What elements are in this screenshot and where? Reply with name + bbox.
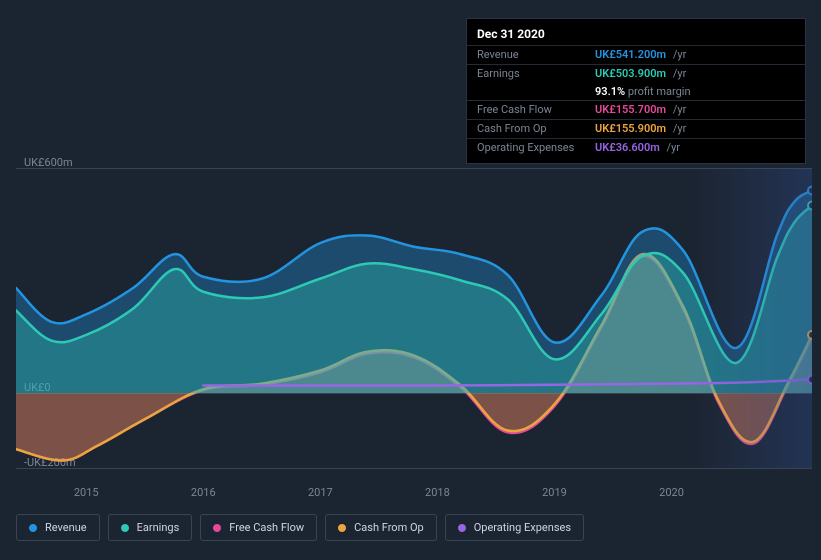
earnings-end-marker [808, 202, 812, 210]
x-tick-label: 2017 [308, 486, 333, 499]
tooltip-row: RevenueUK£541.200m /yr [467, 45, 805, 64]
legend-label: Operating Expenses [474, 521, 571, 534]
tooltip-row: Operating ExpensesUK£36.600m /yr [467, 138, 805, 157]
cash_from_op-end-marker [808, 331, 812, 339]
tooltip-row: EarningsUK£503.900m /yr [467, 64, 805, 83]
revenue-end-marker [808, 187, 812, 195]
tooltip-unit: /yr [670, 122, 686, 135]
x-tick-label: 2020 [659, 486, 684, 499]
x-tick-label: 2018 [425, 486, 450, 499]
tooltip-value: UK£36.600m /yr [595, 141, 680, 155]
legend-item-earnings[interactable]: Earnings [108, 514, 193, 541]
tooltip-unit: /yr [670, 67, 686, 80]
tooltip-date: Dec 31 2020 [467, 25, 805, 45]
tooltip-label: Operating Expenses [477, 141, 595, 155]
tooltip-unit: /yr [664, 141, 680, 154]
tooltip-value: UK£155.700m /yr [595, 103, 686, 117]
operating_expenses-end-marker [808, 376, 812, 384]
tooltip-label: Cash From Op [477, 122, 595, 136]
tooltip-label: Earnings [477, 67, 595, 81]
legend-dot-icon [338, 524, 346, 532]
legend-item-revenue[interactable]: Revenue [16, 514, 100, 541]
x-tick-label: 2016 [191, 486, 216, 499]
legend-label: Earnings [137, 521, 180, 534]
legend-item-operating_expenses[interactable]: Operating Expenses [445, 514, 584, 541]
tooltip-row: Cash From OpUK£155.900m /yr [467, 119, 805, 138]
tooltip-label: Free Cash Flow [477, 103, 595, 117]
x-tick-label: 2019 [542, 486, 567, 499]
legend-dot-icon [458, 524, 466, 532]
legend-item-free_cash_flow[interactable]: Free Cash Flow [200, 514, 317, 541]
x-tick-label: 2015 [74, 486, 99, 499]
chart-canvas[interactable] [16, 168, 812, 468]
tooltip-unit: /yr [670, 103, 686, 116]
tooltip-unit: /yr [670, 48, 686, 61]
legend-label: Cash From Op [354, 521, 424, 534]
gridline [16, 468, 812, 469]
legend-dot-icon [213, 524, 221, 532]
chart-legend: Revenue Earnings Free Cash Flow Cash From O… [16, 514, 584, 541]
tooltip-value: UK£541.200m /yr [595, 48, 686, 62]
legend-label: Free Cash Flow [229, 521, 304, 534]
tooltip-row: Free Cash FlowUK£155.700m /yr [467, 100, 805, 119]
chart-tooltip: Dec 31 2020 RevenueUK£541.200m /yrEarnin… [466, 18, 806, 164]
legend-dot-icon [121, 524, 129, 532]
legend-item-cash_from_op[interactable]: Cash From Op [325, 514, 437, 541]
legend-dot-icon [29, 524, 37, 532]
tooltip-label: Revenue [477, 48, 595, 62]
tooltip-value: UK£155.900m /yr [595, 122, 686, 136]
legend-label: Revenue [45, 521, 87, 534]
tooltip-subtext: 93.1% profit margin [467, 83, 805, 100]
tooltip-value: UK£503.900m /yr [595, 67, 686, 81]
